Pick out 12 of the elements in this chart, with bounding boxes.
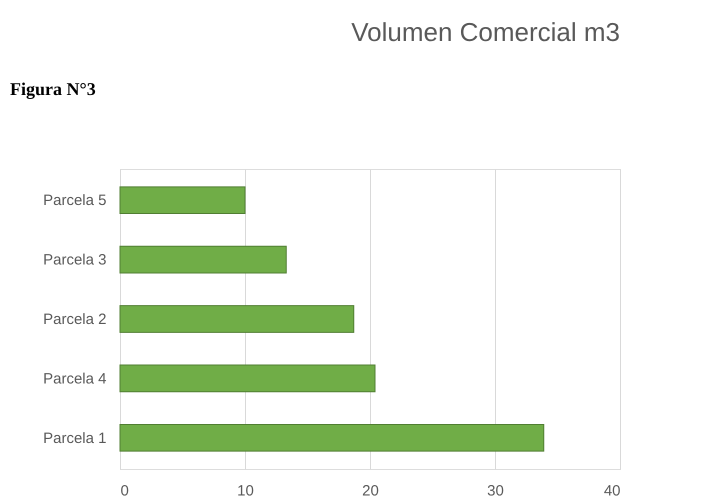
x-tick-label: 40 [604, 482, 620, 498]
x-tick-label: 0 [120, 482, 129, 498]
x-tick-label: 10 [237, 482, 254, 498]
y-tick-label: Parcela 4 [43, 370, 106, 388]
y-tick-label: Parcela 5 [43, 192, 106, 210]
text: Figura N°3 [10, 79, 96, 99]
y-tick-label: Parcela 2 [43, 311, 106, 328]
x-tick-label: 20 [362, 482, 379, 498]
chart-title: Volumen Comercial m3 [351, 17, 620, 47]
y-tick-label: Parcela 3 [43, 252, 106, 269]
x-tick-label: 30 [487, 482, 504, 498]
y-tick-label: Parcela 1 [43, 430, 106, 447]
